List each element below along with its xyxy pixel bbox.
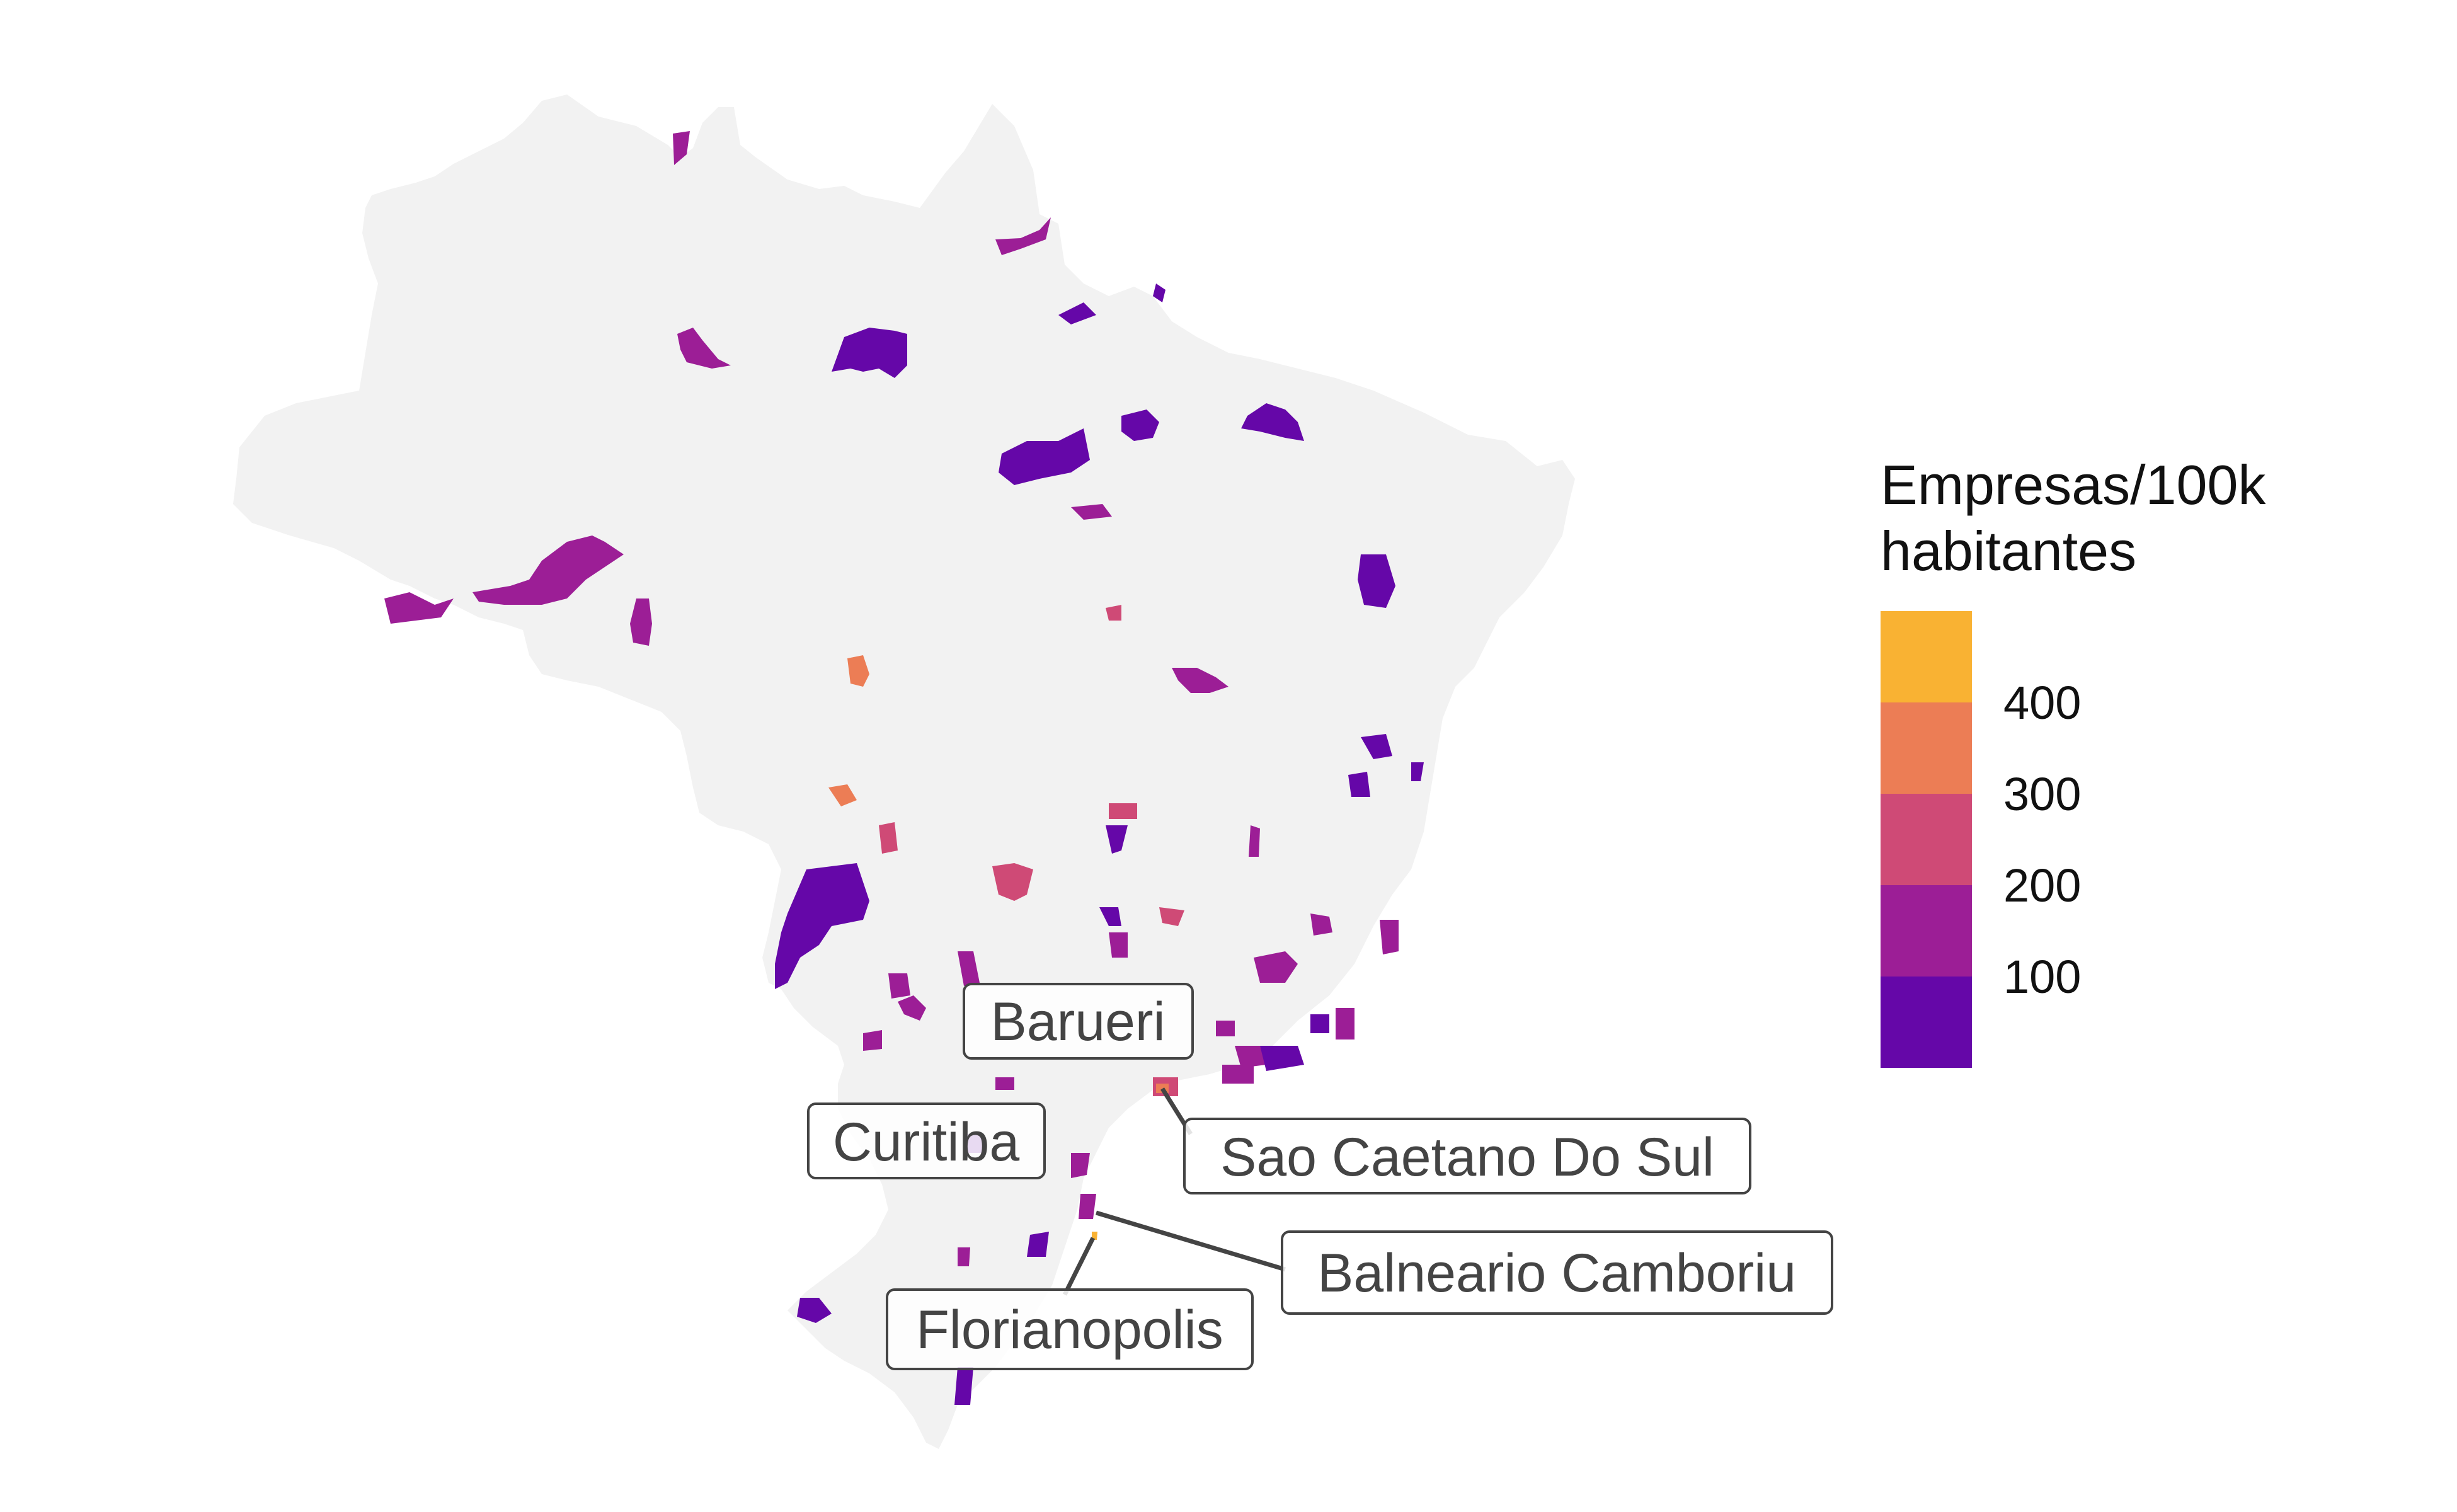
leader-line-florianopolis [1062,1237,1096,1296]
municipality-patch [797,1298,832,1323]
label-barueri: Barueri [963,983,1194,1060]
label-text: Curitiba [833,1112,1020,1172]
municipality-patch [832,328,907,378]
legend-tick: 400 [2003,677,2081,729]
label-text: Sao Caetano Do Sul [1220,1127,1714,1188]
municipality-patch [954,1367,973,1405]
municipality-patch [888,973,910,999]
leader-line-balneario [1095,1210,1286,1272]
municipality-patch [847,655,869,687]
label-text: Florianopolis [916,1300,1223,1360]
municipality-patch [1172,668,1228,693]
municipality-patch [999,428,1090,485]
municipality-patch [1361,734,1392,759]
municipality-patch [1058,302,1096,324]
legend-tick: 300 [2003,768,2081,820]
municipality-patch [1153,284,1166,302]
municipality-patch [1109,932,1128,958]
legend-bin-2 [1881,702,1972,794]
municipality-patch [1380,920,1399,954]
municipality-patch [1071,1153,1090,1178]
legend-bin-1 [1881,611,1972,702]
municipality-patch [1079,1194,1096,1219]
municipality-patch [1411,762,1424,781]
legend-colorbar [1881,611,1972,1068]
municipality-patch [1121,410,1159,441]
municipality-patch [995,217,1051,255]
legend-tick: 100 [2003,951,2081,1003]
municipality-patch [1310,1014,1329,1033]
municipality-patch [1071,504,1112,520]
municipality-patch [898,995,926,1021]
municipality-patch [1235,1046,1266,1068]
municipality-patches [384,131,1424,1405]
label-balneario: Balneario Camboriu [1281,1230,1833,1315]
municipality-patch [1222,1065,1254,1084]
label-text: Balneario Camboriu [1317,1243,1796,1303]
municipality-patch [995,1077,1014,1090]
municipality-patch [958,1247,970,1266]
label-box [1183,1118,1751,1194]
legend-bin-3 [1881,794,1972,885]
label-box [1281,1230,1833,1315]
municipality-patch [1254,951,1298,983]
municipality-patch [673,131,690,165]
municipality-patch [630,598,652,646]
municipality-patch [1106,605,1121,621]
legend-tick: 200 [2003,859,2081,912]
label-box [963,983,1194,1060]
municipality-patch [879,822,898,854]
municipality-patch [828,784,857,806]
brazil-land [233,94,1575,1449]
municipality-patch [472,536,624,605]
legend-bin-4 [1881,885,1972,976]
municipality-patch [1358,554,1395,608]
label-text: Barueri [990,992,1165,1052]
municipality-patch [1159,907,1184,926]
legend-bin-5 [1881,976,1972,1068]
legend-title-line1: Empresas/100k [1881,454,2266,516]
label-box [886,1288,1254,1370]
municipality-patch [992,863,1033,901]
label-sao-caetano: Sao Caetano Do Sul [1183,1118,1751,1194]
label-curitiba: Curitiba [807,1102,1046,1179]
municipality-patch [384,592,454,624]
municipality-patch [863,1030,882,1051]
municipality-patch [1099,907,1121,926]
municipality-patch [958,951,980,986]
municipality-patch [677,328,731,369]
municipality-patch [1260,1046,1304,1071]
municipality-patch [1249,825,1260,857]
label-box [807,1102,1046,1179]
label-florianopolis: Florianopolis [886,1288,1254,1370]
municipality-patch [1106,825,1128,854]
municipality-patch [1310,914,1332,936]
municipality-patch [1216,1021,1235,1036]
municipality-patch [1336,1008,1354,1040]
legend: Empresas/100k habitantes 400 300 200 100 [1881,454,2266,1068]
municipality-patch [1241,403,1304,441]
municipality-patch [1092,1232,1097,1240]
municipality-patch [1348,772,1370,797]
municipality-patch [1109,803,1137,819]
municipality-patch [775,863,869,989]
municipality-patch [1027,1232,1049,1257]
legend-title-line2: habitantes [1881,520,2136,582]
